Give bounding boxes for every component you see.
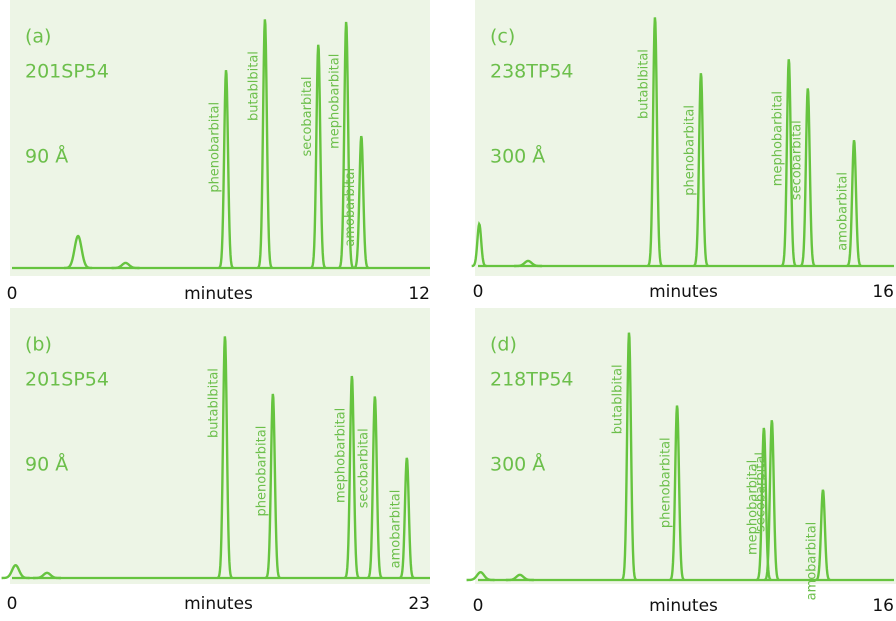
- x-tick-label: 16: [872, 282, 894, 302]
- x-tick-label: 12: [408, 284, 430, 304]
- peak-label: phenobarbital: [254, 426, 269, 517]
- peak-label: mephobarbital: [770, 91, 785, 186]
- peak: [621, 332, 637, 582]
- pore-size: 300 Å: [490, 145, 545, 168]
- peak: [218, 70, 234, 270]
- peak: [780, 59, 797, 268]
- peak: [764, 420, 780, 582]
- peak: [514, 259, 543, 268]
- x-axis-label: minutes: [649, 282, 718, 302]
- peak: [257, 19, 273, 270]
- peak: [64, 234, 93, 270]
- x-tick-label: 23: [408, 594, 430, 614]
- pore-size: 300 Å: [490, 453, 545, 476]
- panel-label: (c): [490, 26, 515, 48]
- panel-label: (a): [25, 26, 51, 48]
- peak-label: mephobarbital: [333, 408, 348, 503]
- pore-size: 90 Å: [25, 453, 68, 476]
- peak-label: amobarbital: [388, 490, 403, 569]
- peak-label: secobarbital: [753, 452, 768, 532]
- peak: [647, 17, 663, 268]
- peak: [693, 73, 709, 268]
- x-tick-label: 0: [7, 594, 18, 614]
- peak: [217, 336, 233, 580]
- peak-label: mephobarbital: [328, 54, 343, 149]
- column-name: 201SP54: [25, 61, 109, 83]
- peak-label: amobarbital: [343, 168, 358, 247]
- peak-label: mephobarbital: [745, 460, 760, 555]
- column-name: 218TP54: [490, 369, 574, 391]
- peak: [1, 563, 30, 580]
- peak: [799, 88, 816, 268]
- peak: [756, 427, 772, 582]
- peak: [471, 221, 487, 268]
- peak: [399, 457, 415, 580]
- column-name: 238TP54: [490, 61, 574, 83]
- panel-label: (d): [490, 334, 517, 356]
- peak-label: amobarbital: [836, 172, 851, 251]
- peak: [310, 44, 327, 270]
- x-tick-label: 0: [473, 596, 484, 616]
- peak-label: amobarbital: [804, 522, 819, 601]
- peak-label: secobarbital: [300, 76, 315, 156]
- x-tick-label: 16: [872, 596, 894, 616]
- peak: [265, 393, 281, 580]
- peak: [367, 396, 383, 580]
- x-axis-label: minutes: [184, 284, 253, 304]
- peak-label: secobarbital: [789, 120, 804, 200]
- peak-label: butablbital: [246, 51, 261, 121]
- peak: [466, 571, 495, 582]
- peak-label: phenobarbital: [682, 105, 697, 196]
- peak-label: phenobarbital: [208, 102, 223, 193]
- peak: [33, 571, 62, 580]
- peak: [344, 375, 360, 580]
- peak-label: phenobarbital: [659, 437, 674, 528]
- pore-size: 90 Å: [25, 145, 68, 168]
- column-name: 201SP54: [25, 369, 109, 391]
- peak: [353, 135, 369, 270]
- panel-background: [475, 308, 896, 584]
- peak-label: butablbital: [206, 368, 221, 438]
- peak: [815, 489, 831, 582]
- panel-background: [475, 0, 896, 276]
- peak-label: butablbital: [636, 49, 651, 119]
- peak: [669, 405, 685, 582]
- peak: [846, 139, 862, 268]
- x-axis-label: minutes: [184, 594, 253, 614]
- peak-label: secobarbital: [356, 428, 371, 508]
- peak: [111, 261, 140, 270]
- x-tick-label: 0: [7, 284, 18, 304]
- panel-label: (b): [25, 334, 52, 356]
- x-axis-label: minutes: [649, 596, 718, 616]
- peak: [505, 573, 534, 582]
- x-tick-label: 0: [473, 282, 484, 302]
- peak: [338, 21, 355, 270]
- panel-background: [10, 308, 430, 584]
- peak-label: butablbital: [611, 364, 626, 434]
